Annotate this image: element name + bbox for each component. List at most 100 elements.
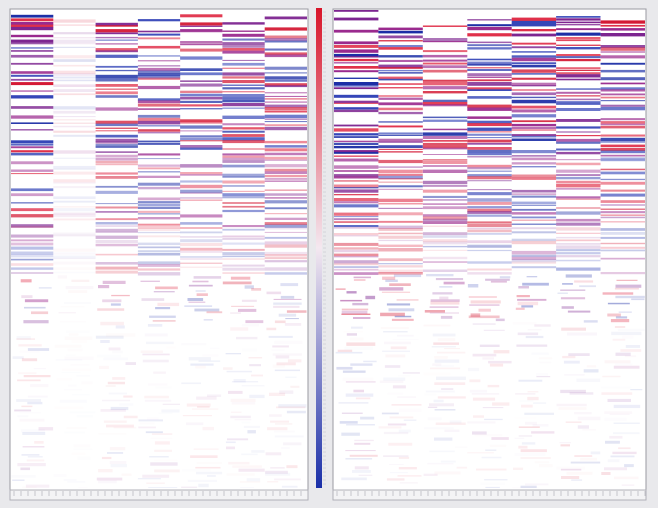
trace-stripe (427, 463, 453, 465)
trace-stripe (403, 372, 420, 374)
trace-stripe (341, 314, 370, 315)
trace-stripe (423, 148, 467, 150)
trace-stripe (96, 191, 138, 194)
trace-stripe (614, 423, 640, 424)
trace-stripe (53, 123, 95, 124)
trace-stripe (512, 251, 556, 255)
trace-stripe (53, 93, 95, 95)
trace-stripe (516, 345, 547, 347)
trace-stripe (378, 245, 422, 247)
trace-stripe (392, 319, 414, 321)
trace-stripe (512, 177, 556, 180)
trace-stripe (265, 473, 290, 476)
trace-stripe (240, 481, 261, 483)
trace-stripe (378, 149, 422, 150)
trace-stripe (475, 434, 503, 436)
trace-stripe (148, 324, 162, 327)
trace-stripe (556, 207, 600, 208)
trace-stripe (265, 257, 307, 259)
trace-stripe (96, 207, 138, 209)
trace-stripe (334, 269, 378, 271)
trace-stripe (556, 223, 600, 226)
trace-stripe (222, 158, 264, 160)
trace-stripe (611, 456, 635, 458)
trace-stripe (197, 293, 208, 296)
trace-stripe (207, 311, 223, 313)
trace-stripe (350, 363, 372, 365)
trace-stripe (53, 252, 95, 254)
trace-stripe (378, 102, 422, 105)
trace-stripe (180, 148, 222, 150)
trace-stripe (187, 404, 211, 407)
trace-stripe (334, 143, 378, 145)
trace-stripe (138, 478, 161, 479)
trace-stripe (378, 47, 422, 50)
trace-stripe (334, 187, 378, 188)
trace-stripe (138, 264, 180, 267)
trace-stripe (482, 357, 494, 359)
trace-stripe (138, 167, 180, 169)
trace-stripe (334, 254, 378, 257)
trace-stripe (53, 135, 95, 137)
trace-stripe (226, 447, 235, 450)
trace-stripe (222, 252, 264, 255)
trace-stripe (239, 469, 265, 472)
trace-stripe (180, 97, 222, 100)
trace-stripe (138, 153, 180, 155)
trace-stripe (567, 472, 593, 475)
trace-stripe (467, 269, 511, 271)
trace-stripe (96, 161, 138, 164)
trace-stripe (423, 55, 467, 58)
trace-stripe (467, 198, 511, 202)
trace-stripe (180, 185, 222, 188)
trace-stripe (561, 444, 571, 446)
trace-stripe (53, 272, 95, 273)
trace-stripe (138, 129, 180, 132)
trace-stripe (138, 34, 180, 36)
trace-stripe (196, 290, 206, 292)
trace-stripe (601, 47, 645, 50)
trace-stripe (467, 452, 494, 453)
trace-stripe (290, 386, 299, 388)
trace-stripe (138, 171, 180, 172)
trace-stripe (222, 97, 264, 99)
trace-stripe (142, 298, 165, 301)
trace-stripe (232, 402, 256, 405)
trace-stripe (180, 84, 222, 87)
trace-stripe (423, 241, 467, 244)
trace-stripe (564, 361, 580, 364)
trace-stripe (334, 189, 378, 192)
trace-stripe (561, 297, 585, 299)
color-bar (316, 8, 322, 488)
trace-stripe (265, 92, 307, 93)
trace-stripe (615, 363, 633, 365)
trace-stripe (249, 395, 264, 398)
trace-stripe (345, 450, 375, 451)
trace-stripe (180, 41, 222, 44)
trace-stripe (382, 351, 410, 352)
trace-stripe (96, 66, 138, 68)
trace-stripe (567, 332, 597, 335)
trace-stripe (180, 239, 222, 242)
trace-stripe (528, 391, 539, 393)
trace-stripe (265, 232, 307, 233)
trace-stripe (603, 292, 634, 294)
trace-stripe (423, 136, 467, 139)
trace-stripe (512, 190, 556, 193)
trace-stripe (64, 479, 77, 481)
trace-stripe (391, 346, 407, 349)
trace-stripe (222, 249, 264, 251)
trace-stripe (11, 243, 53, 246)
trace-stripe (378, 72, 422, 74)
trace-stripe (138, 232, 180, 233)
trace-stripe (622, 485, 635, 486)
trace-stripe (556, 159, 600, 160)
trace-stripe (110, 461, 127, 464)
trace-stripe (601, 151, 645, 154)
seismic-view (0, 0, 658, 508)
trace-stripe (247, 430, 256, 433)
trace-stripe (467, 143, 511, 145)
trace-stripe (204, 319, 213, 321)
trace-stripe (388, 424, 406, 426)
trace-stripe (334, 204, 378, 207)
